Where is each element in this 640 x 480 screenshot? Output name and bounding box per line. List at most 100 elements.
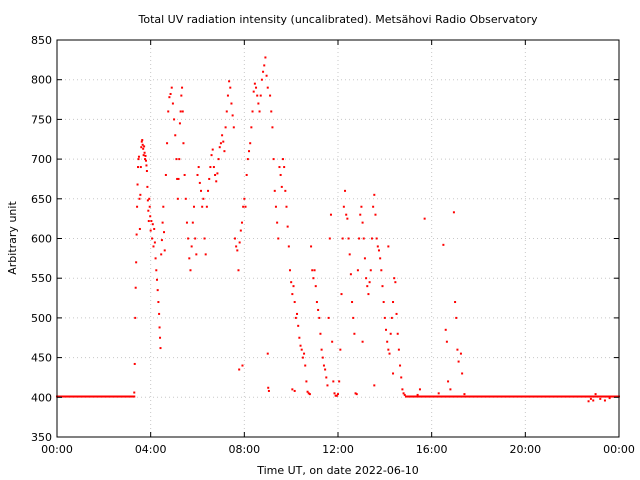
data-point (235, 245, 238, 248)
data-point (134, 286, 137, 289)
data-point (214, 173, 217, 176)
data-point (454, 301, 457, 304)
data-point (587, 400, 590, 403)
data-point (148, 197, 151, 200)
data-point (232, 126, 235, 129)
data-point (327, 316, 330, 319)
data-point (297, 324, 300, 327)
data-point (141, 139, 144, 142)
data-point (319, 332, 322, 335)
data-point (137, 166, 140, 169)
data-point (161, 221, 164, 224)
data-point (183, 173, 186, 176)
data-point (400, 376, 403, 379)
data-point (257, 102, 260, 105)
data-point (349, 273, 352, 276)
data-point (368, 281, 371, 284)
data-point (340, 293, 343, 296)
data-point (167, 110, 170, 113)
data-point (250, 126, 253, 129)
data-point (194, 237, 197, 240)
data-point (181, 110, 184, 113)
data-point (278, 166, 281, 169)
data-point (314, 285, 317, 288)
data-point (158, 312, 161, 315)
data-point (189, 269, 192, 272)
data-point (260, 78, 263, 81)
data-point (383, 316, 386, 319)
data-point (308, 393, 311, 396)
data-point (187, 237, 190, 240)
data-point (273, 189, 276, 192)
data-point (149, 229, 152, 232)
data-point (589, 397, 592, 400)
data-point (248, 150, 251, 153)
data-point (135, 233, 138, 236)
x-axis-label: Time UT, on date 2022-06-10 (256, 464, 419, 477)
data-point (156, 289, 159, 292)
data-point (372, 205, 375, 208)
data-point (216, 172, 219, 175)
data-point (337, 393, 339, 396)
x-tick-label: 08:00 (228, 443, 260, 456)
data-point (603, 399, 606, 402)
data-point (246, 158, 249, 161)
data-point (196, 173, 199, 176)
data-point (147, 220, 150, 223)
data-point (204, 253, 207, 256)
data-point (455, 316, 458, 319)
data-point (380, 269, 383, 272)
data-point (286, 225, 289, 228)
data-point (173, 118, 176, 121)
data-point (263, 64, 266, 67)
data-point (459, 352, 462, 355)
data-point (153, 227, 156, 230)
data-point (154, 257, 157, 260)
data-point (291, 293, 294, 296)
data-point (392, 301, 395, 304)
data-point (386, 340, 389, 343)
data-point (270, 110, 273, 113)
x-tick-label: 12:00 (322, 443, 354, 456)
data-point (341, 237, 344, 240)
data-point (315, 301, 318, 304)
data-point (296, 312, 299, 315)
data-point (401, 388, 404, 391)
data-point (592, 399, 595, 402)
data-point (212, 166, 215, 169)
data-point (376, 245, 379, 248)
data-point (144, 159, 147, 162)
data-point (217, 158, 220, 161)
data-point (287, 245, 290, 248)
data-point (253, 82, 256, 85)
data-point (166, 142, 169, 145)
data-point (457, 360, 460, 363)
data-point (423, 217, 426, 220)
data-point (339, 348, 342, 351)
data-point (299, 344, 302, 347)
data-point (155, 269, 158, 272)
data-point (437, 392, 440, 395)
data-point (262, 70, 265, 73)
data-point (395, 312, 398, 315)
data-point (294, 316, 297, 319)
data-point (442, 243, 445, 246)
data-point (218, 146, 221, 149)
data-point (381, 285, 384, 288)
data-point (233, 237, 236, 240)
data-point (445, 340, 448, 343)
data-point (226, 94, 229, 97)
data-point (215, 180, 218, 183)
data-point (397, 348, 400, 351)
data-point (169, 92, 172, 95)
data-point (153, 241, 156, 244)
data-point (285, 205, 288, 208)
data-point (310, 245, 313, 248)
data-point (370, 237, 373, 240)
data-points (56, 56, 620, 403)
data-point (221, 134, 224, 137)
data-point (300, 348, 303, 351)
data-point (192, 205, 195, 208)
data-point (279, 173, 282, 176)
data-point (149, 215, 152, 218)
